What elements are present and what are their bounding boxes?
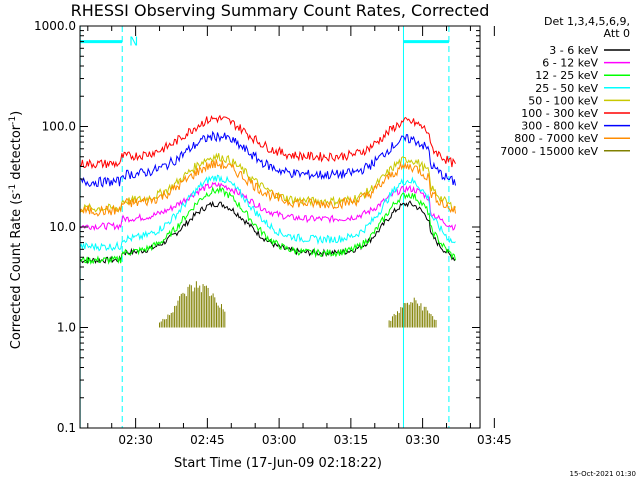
y-axis: 1000.0 100.0 10.0 1.0 0.1 — [34, 19, 480, 435]
legend-label: 100 - 300 keV — [521, 107, 598, 120]
chart-title: RHESSI Observing Summary Count Rates, Co… — [71, 1, 490, 20]
y-tick-label: 10.0 — [49, 220, 76, 234]
series-line-1 — [79, 181, 456, 231]
legend-label: 300 - 800 keV — [521, 120, 598, 133]
legend-header-2: Att 0 — [604, 27, 630, 40]
x-tick-label: 03:45 — [477, 433, 512, 447]
plot-frame — [79, 25, 481, 429]
series-line-6 — [80, 130, 456, 188]
legend-label: 3 - 6 keV — [549, 44, 598, 57]
series-line-7 — [79, 159, 456, 217]
legend-label: 6 - 12 keV — [542, 57, 598, 70]
y-tick-label: 100.0 — [42, 120, 76, 134]
x-tick-label: 02:45 — [190, 433, 225, 447]
y-tick-label: 1000.0 — [34, 19, 76, 33]
series-line-3 — [79, 174, 456, 252]
legend-label: 25 - 50 keV — [535, 82, 598, 95]
x-axis-label: Start Time (17-Jun-09 02:18:22) — [174, 456, 382, 471]
y-tick-label: 1.0 — [57, 321, 76, 335]
legend-label: 12 - 25 keV — [535, 69, 598, 82]
x-tick-label: 03:30 — [405, 433, 440, 447]
legend-label: 7000 - 15000 keV — [500, 145, 598, 158]
legend-label: 50 - 100 keV — [528, 94, 598, 107]
x-axis: 02:30 02:45 03:00 03:15 03:30 03:45 — [87, 26, 512, 447]
x-tick-label: 03:00 — [262, 433, 297, 447]
legend-header-1: Det 1,3,4,5,6,9, — [544, 15, 630, 28]
x-tick-label: 03:15 — [334, 433, 369, 447]
x-tick-label: 02:30 — [118, 433, 153, 447]
timestamp: 15-Oct-2021 01:30 — [570, 470, 636, 478]
series-line-0 — [79, 200, 456, 265]
legend-label: 800 - 7000 keV — [514, 132, 598, 145]
plot-area: N — [79, 26, 456, 428]
series-8 — [159, 281, 437, 328]
y-tick-label: 0.1 — [57, 421, 76, 435]
series-line-2 — [79, 185, 456, 265]
night-label: N — [129, 35, 138, 49]
y-axis-label: Corrected Count Rate (s-1 detector-1) — [8, 111, 24, 349]
series-line-5 — [79, 114, 456, 170]
